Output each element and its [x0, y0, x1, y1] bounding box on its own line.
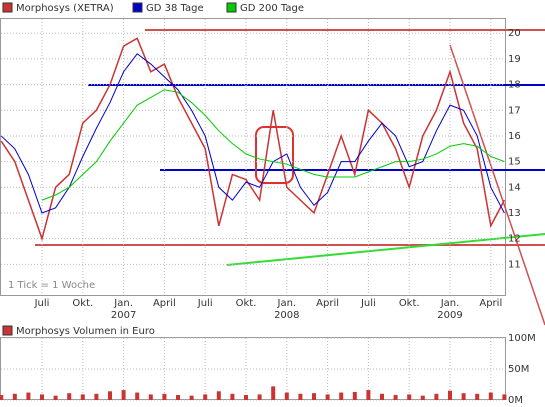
volume-bar — [244, 395, 248, 400]
volume-bar — [12, 393, 17, 400]
volume-bar — [352, 391, 357, 400]
legend-label: GD 200 Tage — [240, 3, 304, 14]
x-year-label: 2009 — [437, 310, 462, 321]
y-tick-label: 16 — [508, 131, 521, 142]
x-tick-label: Okt. — [236, 298, 257, 309]
volume-bar — [461, 393, 466, 400]
volume-bar — [448, 390, 452, 400]
volume-bar — [407, 394, 412, 400]
volume-bar — [271, 386, 276, 400]
volume-bar — [475, 393, 480, 400]
x-tick-label: April — [316, 298, 339, 309]
volume-bar — [189, 395, 194, 400]
note: 1 Tick = 1 Woche — [8, 280, 95, 291]
volume-bar — [0, 395, 4, 400]
volume-bar — [230, 393, 235, 400]
x-tick-label: Juli — [360, 298, 376, 309]
x-tick-label: Jan. — [440, 298, 460, 309]
volume-bar — [312, 393, 316, 400]
series-line — [41, 89, 505, 201]
volume-bar — [257, 394, 262, 400]
volume-bar — [135, 392, 140, 400]
volume-bar — [148, 394, 153, 400]
volume-bar — [488, 392, 493, 400]
trend-line — [449, 44, 545, 326]
volume-bar — [67, 393, 72, 400]
x-tick-label: April — [479, 298, 502, 309]
x-tick-label: April — [153, 298, 176, 309]
legend-swatch — [226, 2, 237, 13]
x-year-label: 2008 — [274, 310, 299, 321]
y-tick-label: 0M — [508, 395, 523, 406]
x-tick-label: Okt. — [399, 298, 420, 309]
volume-bar — [40, 394, 44, 400]
volume-bar — [284, 392, 289, 400]
y-tick-label: 19 — [508, 54, 521, 65]
volume-bar — [420, 395, 425, 400]
volume-bar — [162, 393, 167, 400]
volume-bar — [94, 393, 99, 400]
legend-label: GD 38 Tage — [146, 3, 204, 14]
y-tick-label: 12 — [508, 234, 521, 245]
volume-bar — [380, 393, 384, 400]
volume-bar — [366, 390, 371, 400]
price-frame — [0, 18, 506, 296]
series-line — [0, 53, 505, 214]
y-tick-label: 20 — [508, 28, 521, 39]
y-tick-label: 15 — [508, 157, 521, 168]
y-tick-label: 100M — [508, 333, 536, 344]
x-tick-label: Juli — [34, 298, 50, 309]
volume-bar — [216, 391, 221, 400]
volume-bar — [502, 394, 507, 400]
x-tick-label: Jan. — [113, 298, 133, 309]
legend-swatch — [2, 2, 13, 13]
x-tick-label: Okt. — [72, 298, 93, 309]
volume-bar — [80, 394, 85, 400]
y-tick-label: 17 — [508, 105, 521, 116]
x-tick-label: Jan. — [277, 298, 297, 309]
volume-bar — [325, 394, 330, 400]
volume-bar — [298, 393, 303, 400]
volume-bar — [176, 395, 180, 400]
legend-swatch — [2, 325, 13, 336]
x-tick-label: Juli — [197, 298, 213, 309]
volume-bar — [203, 394, 208, 400]
legend-label: Morphosys Volumen in Euro — [16, 326, 155, 337]
volume-bar — [434, 393, 439, 400]
trend-line — [226, 233, 545, 266]
volume-bar — [121, 390, 126, 400]
y-tick-label: 50M — [508, 364, 529, 375]
highlight-box — [255, 126, 294, 184]
series-line — [0, 37, 506, 242]
y-tick-label: 18 — [508, 80, 521, 91]
volume-bar — [393, 395, 398, 400]
volume-bar — [53, 395, 58, 400]
volume-bar — [108, 391, 112, 400]
legend-label: Morphosys (XETRA) — [16, 3, 114, 14]
y-tick-label: 11 — [508, 259, 521, 270]
x-year-label: 2007 — [111, 310, 136, 321]
volume-bar — [26, 392, 31, 400]
legend-swatch — [132, 2, 143, 13]
y-tick-label: 14 — [508, 182, 521, 193]
volume-bar — [339, 392, 344, 400]
y-tick-label: 13 — [508, 208, 521, 219]
